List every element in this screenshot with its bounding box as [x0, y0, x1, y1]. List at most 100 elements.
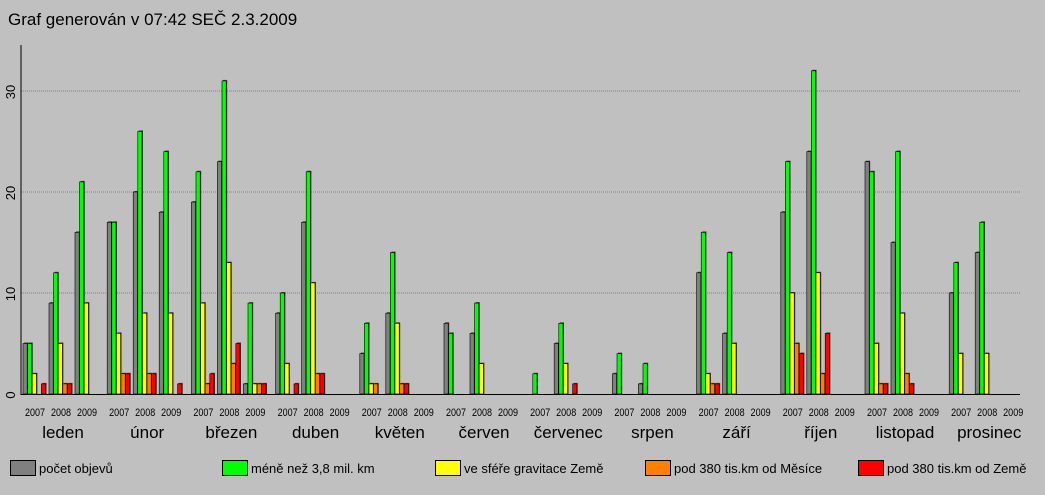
- bar: [820, 373, 826, 395]
- bar: [31, 373, 37, 395]
- bar: [284, 363, 290, 395]
- bar: [864, 161, 870, 395]
- bar: [67, 383, 72, 395]
- bar: [563, 363, 568, 395]
- bar: [230, 363, 236, 395]
- bar: [293, 383, 299, 395]
- year-label: 2009: [666, 407, 686, 419]
- legend-label: méně než 3,8 mil. km: [251, 460, 375, 476]
- bar: [474, 302, 480, 395]
- y-tick-label: 0: [3, 391, 18, 398]
- bar: [53, 272, 59, 395]
- bar: [41, 383, 46, 395]
- bar: [125, 373, 131, 395]
- year-label: 2008: [977, 407, 997, 419]
- bar: [305, 171, 311, 395]
- bar: [301, 222, 307, 395]
- legend-swatch: [222, 460, 248, 476]
- bar: [275, 312, 281, 395]
- legend-label: pod 380 tis.km od Měsíce: [674, 460, 823, 476]
- year-label: 2007: [446, 407, 466, 419]
- year-label: 2007: [530, 407, 550, 419]
- bar: [364, 322, 369, 395]
- bar: [390, 252, 395, 395]
- bar: [57, 343, 63, 395]
- year-label: 2008: [51, 407, 71, 419]
- month-label: říjen: [804, 423, 837, 442]
- bar: [168, 312, 173, 395]
- bar: [815, 272, 821, 395]
- bar: [958, 353, 963, 395]
- bar: [146, 373, 152, 395]
- year-label: 2008: [893, 407, 913, 419]
- month-label: srpen: [631, 423, 674, 442]
- bar: [532, 373, 538, 395]
- bar: [710, 383, 715, 395]
- bar: [394, 322, 400, 395]
- year-label: 2008: [304, 407, 324, 419]
- year-label: 2009: [77, 407, 97, 419]
- year-label: 2008: [556, 407, 576, 419]
- bar: [553, 343, 559, 395]
- legend-swatch: [645, 460, 671, 476]
- bar: [163, 151, 169, 395]
- bar: [909, 383, 914, 395]
- year-label: 2009: [835, 407, 855, 419]
- legend-swatch: [858, 460, 884, 476]
- bar: [785, 161, 790, 395]
- bar: [27, 343, 33, 395]
- legend-label: pod 380 tis.km od Země: [887, 460, 1027, 476]
- bar: [226, 262, 232, 395]
- month-label: duben: [292, 423, 339, 442]
- y-tick-label: 20: [3, 186, 18, 200]
- year-label: 2008: [725, 407, 745, 419]
- bar: [895, 151, 901, 395]
- year-label: 2009: [161, 407, 181, 419]
- legend-item: pod 380 tis.km od Země: [858, 460, 1026, 476]
- bar: [873, 343, 879, 395]
- legend: počet objevů méně než 3,8 mil. km ve sféře…: [0, 460, 1045, 484]
- y-tick-label: 30: [3, 85, 18, 99]
- year-label: 2007: [867, 407, 887, 419]
- month-label: prosinec: [957, 423, 1022, 442]
- legend-item: méně než 3,8 mil. km: [222, 460, 375, 476]
- bar: [811, 70, 816, 395]
- chart-title: Graf generován v 07:42 SEČ 2.3.2009: [8, 10, 298, 29]
- bar: [209, 373, 215, 395]
- year-label: 2009: [414, 407, 434, 419]
- bar: [235, 343, 241, 395]
- year-label: 2007: [278, 407, 298, 419]
- bar: [158, 211, 164, 395]
- bar: [948, 292, 954, 395]
- y-tick-label: 10: [3, 287, 18, 301]
- bar: [890, 242, 896, 395]
- bar: [373, 383, 379, 395]
- bar: [243, 383, 248, 395]
- bar: [824, 333, 830, 395]
- bar: [252, 383, 258, 395]
- bar: [953, 262, 959, 395]
- bar: [979, 222, 985, 395]
- legend-swatch: [10, 460, 36, 476]
- bar: [572, 383, 578, 395]
- bar: [62, 383, 68, 395]
- year-label: 2007: [109, 407, 129, 419]
- bar: [443, 322, 449, 395]
- bar: [195, 171, 201, 395]
- month-label: červenec: [534, 423, 603, 442]
- bar: [79, 181, 85, 395]
- bar: [696, 272, 702, 395]
- year-label: 2007: [362, 407, 382, 419]
- year-label: 2009: [498, 407, 518, 419]
- bar: [642, 363, 648, 395]
- year-label: 2009: [919, 407, 939, 419]
- month-label: listopad: [876, 423, 935, 442]
- bar: [714, 383, 720, 395]
- year-label: 2009: [330, 407, 350, 419]
- bar: [204, 383, 210, 395]
- bar: [191, 201, 196, 395]
- bar: [315, 373, 320, 395]
- month-label: březen: [205, 423, 257, 442]
- bar: [798, 353, 804, 395]
- bar: [106, 222, 112, 395]
